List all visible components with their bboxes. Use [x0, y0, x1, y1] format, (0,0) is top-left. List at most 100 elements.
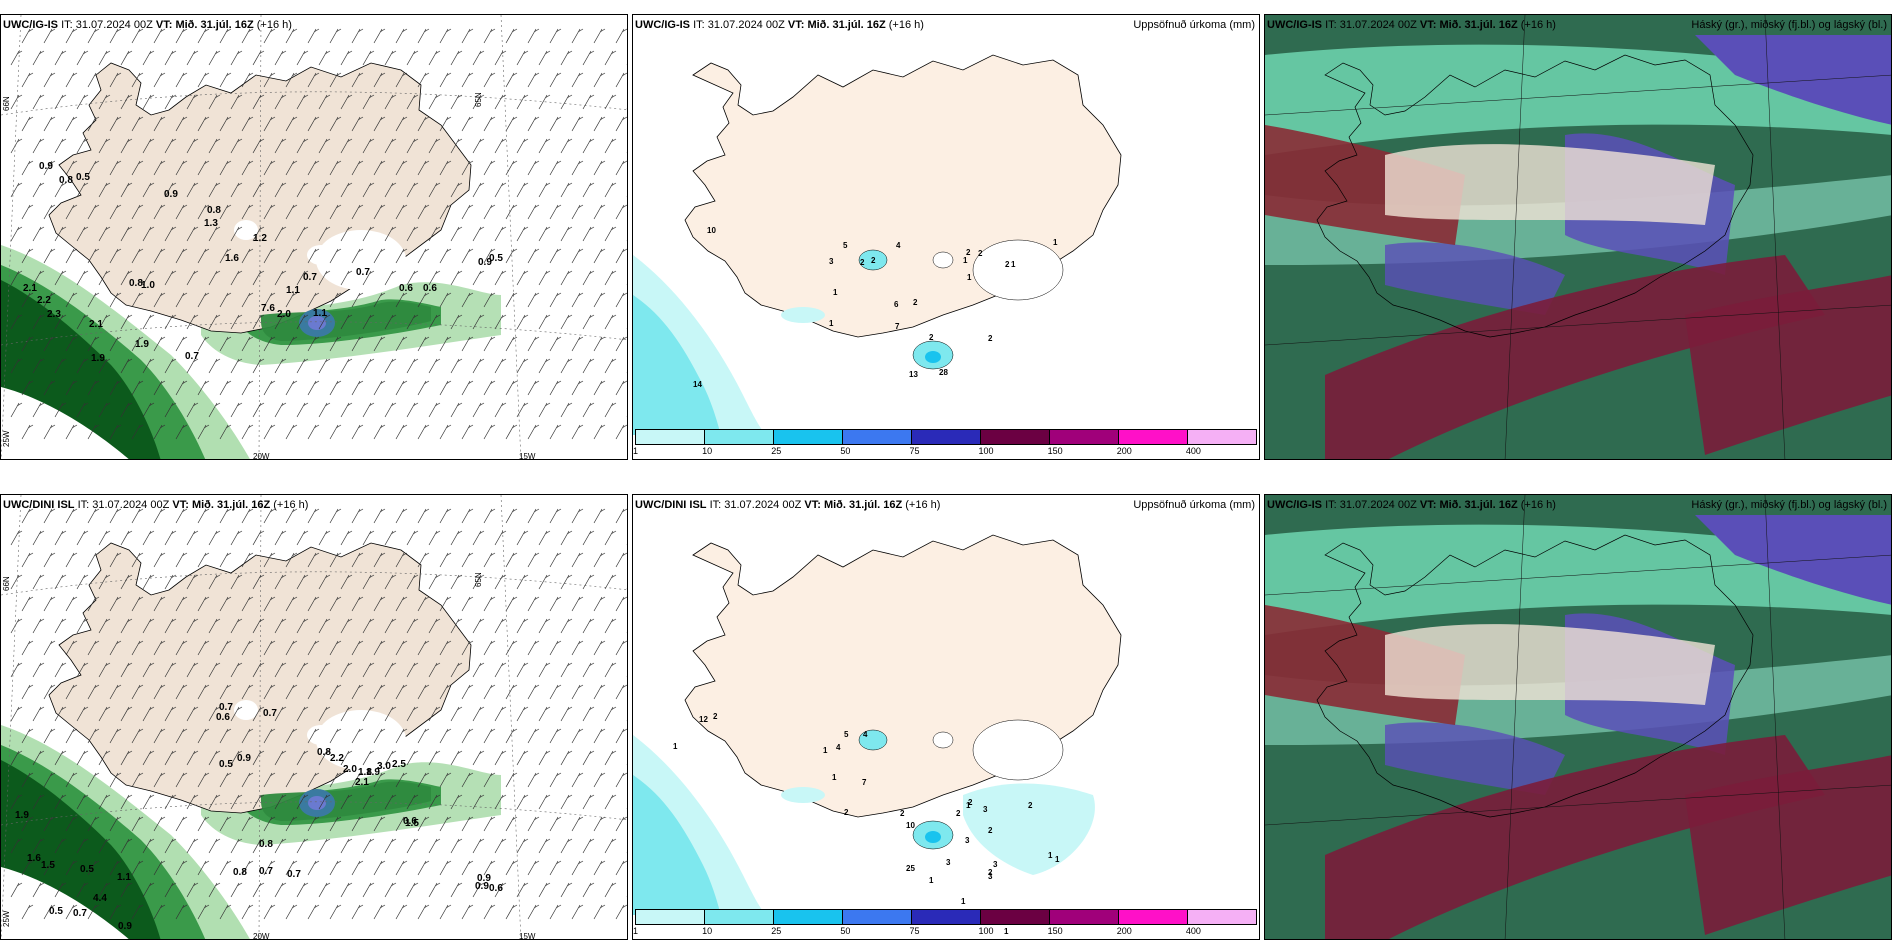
legend-swatch: [981, 430, 1050, 444]
wind-precip-value: 0.5: [489, 253, 503, 264]
precip-value: 10: [707, 226, 716, 235]
wind-precip-value: 0.9: [237, 753, 251, 764]
precip-value: 4: [896, 241, 901, 250]
legend-label: 25: [771, 926, 782, 936]
wind-precip-value: 0.9: [164, 189, 178, 200]
legend-label: 75: [909, 446, 920, 456]
precip-value: 1: [1053, 238, 1058, 247]
legend-label: 25: [771, 446, 782, 456]
wind-precip-value: 1.1: [117, 872, 131, 883]
legend-swatch: [1119, 910, 1188, 924]
precip-value: 1: [967, 273, 972, 282]
legend-swatch: [843, 910, 912, 924]
wind-precip-value: 7.6: [261, 303, 275, 314]
panel-header: UWC/IG-IS IT: 31.07.2024 00Z VT: Mið. 31…: [1267, 19, 1556, 31]
legend-label: 400: [1185, 926, 1201, 936]
cloud-title: Háský (gr.), miðský (fj.bl.) og lágský (…: [1691, 499, 1887, 511]
wind-map[interactable]: 0.70.6 0.70.50.90.82.22.02.11.81.93.0 2.51…: [1, 495, 628, 940]
precip-value: 10: [906, 821, 915, 830]
wind-precip-value: 0.8: [317, 747, 331, 758]
legend-label: 150: [1047, 446, 1063, 456]
wind-precip-value: 1.0: [141, 280, 155, 291]
cloud-map[interactable]: [1265, 495, 1892, 940]
panel-header: UWC/IG-IS IT: 31.07.2024 00Z VT: Mið. 31…: [1267, 499, 1556, 511]
precip-value: 1: [929, 876, 934, 885]
wind-precip-value: 0.8: [207, 205, 221, 216]
graticule-label: 15W: [519, 932, 536, 940]
precip-value: 2: [871, 256, 876, 265]
precip-value: 3: [983, 805, 988, 814]
precip-value: 3: [988, 872, 993, 881]
cloud-layers: [1265, 515, 1891, 939]
legend-label: 1: [633, 926, 639, 936]
wind-precip-value: 0.6: [216, 712, 230, 723]
wind-precip-value: 2.1: [355, 777, 369, 788]
precip-value: 2: [978, 249, 983, 258]
cloud-layers: [1265, 35, 1891, 459]
precip-value: 3: [993, 860, 998, 869]
legend-label: 200: [1116, 446, 1132, 456]
wind-precip-value: 0.6: [403, 816, 417, 827]
precip-panel-dini[interactable]: UWC/DINI ISL IT: 31.07.2024 00Z VT: Mið.…: [632, 494, 1260, 940]
precip-value: 2: [913, 298, 918, 307]
legend-label: 10: [702, 926, 713, 936]
precip-value: 14: [693, 380, 702, 389]
legend-swatch: [636, 430, 705, 444]
precip-value: 2: [900, 809, 905, 818]
precip-value: 12: [699, 715, 708, 724]
panel-header: UWC/DINI ISL IT: 31.07.2024 00Z VT: Mið.…: [3, 499, 309, 511]
precip-value: 1: [833, 288, 838, 297]
cloud-map[interactable]: [1265, 15, 1892, 460]
cloud-panel-dini[interactable]: UWC/IG-IS IT: 31.07.2024 00Z VT: Mið. 31…: [1264, 494, 1892, 940]
wind-precip-panel-dini[interactable]: UWC/DINI ISL IT: 31.07.2024 00Z VT: Mið.…: [0, 494, 628, 940]
wind-precip-panel-ig[interactable]: UWC/IG-IS IT: 31.07.2024 00Z VT: Mið. 31…: [0, 14, 628, 460]
precip-value: 1: [1011, 260, 1016, 269]
precip-value: 2: [988, 334, 993, 343]
wind-barbs: [10, 508, 627, 920]
wind-barbs: [10, 28, 627, 440]
graticule-label: 15W: [519, 452, 536, 460]
wind-map[interactable]: 0.90.8 0.50.90.81.31.21.60.81.02.12.22.32…: [1, 15, 628, 460]
precip-value: 1: [963, 256, 968, 265]
precip-value: 1: [1055, 855, 1060, 864]
panel-header: UWC/IG-IS IT: 31.07.2024 00Z VT: Mið. 31…: [635, 19, 924, 31]
legend-swatch: [1119, 430, 1188, 444]
wind-precip-value: 1.9: [91, 353, 105, 364]
panel-header: UWC/DINI ISL IT: 31.07.2024 00Z VT: Mið.…: [635, 499, 941, 511]
precip-value: 5: [844, 730, 849, 739]
graticule-label: 65N: [474, 572, 483, 587]
precip-value: 1: [961, 897, 966, 906]
wind-precip-value: 0.6: [399, 283, 413, 294]
precip-value: 7: [895, 322, 900, 331]
iceland-outline: [1316, 54, 1754, 338]
wind-precip-value: 2.1: [89, 319, 103, 330]
panel-header: UWC/IG-IS IT: 31.07.2024 00Z VT: Mið. 31…: [3, 19, 292, 31]
legend-label: 100: [978, 926, 994, 936]
wind-precip-value: 0.7: [185, 351, 199, 362]
precip-panel-ig[interactable]: UWC/IG-IS IT: 31.07.2024 00Z VT: Mið. 31…: [632, 14, 1260, 460]
precip-value: 2: [713, 712, 718, 721]
precip-value: 2: [956, 809, 961, 818]
legend-label: 1: [633, 446, 639, 456]
legend-swatch: [843, 430, 912, 444]
precip-value: 3: [965, 836, 970, 845]
cloud-panel-ig[interactable]: UWC/IG-IS IT: 31.07.2024 00Z VT: Mið. 31…: [1264, 14, 1892, 460]
legend-label: 50: [840, 926, 851, 936]
legend-swatch: [912, 910, 981, 924]
wind-precip-value: 0.8: [59, 175, 73, 186]
wind-precip-value: 0.5: [49, 906, 63, 917]
precip-map[interactable]: 122154411722102513322213211912331: [633, 495, 1260, 940]
graticule-label: 65N: [474, 92, 483, 107]
wind-precip-value: 1.8: [358, 767, 372, 778]
legend-swatch: [912, 430, 981, 444]
wind-precip-value: 1.3: [204, 218, 218, 229]
legend-swatch: [1188, 910, 1256, 924]
wind-precip-value: 1.2: [253, 233, 267, 244]
precip-legend: 1 10 25 50 75 100 150 200 400: [633, 429, 1257, 457]
wind-precip-value: 0.9: [118, 921, 132, 932]
wind-precip-value: 0.8: [259, 839, 273, 850]
precip-value: 7: [862, 778, 867, 787]
legend-swatch: [1050, 430, 1119, 444]
legend-swatch: [981, 910, 1050, 924]
